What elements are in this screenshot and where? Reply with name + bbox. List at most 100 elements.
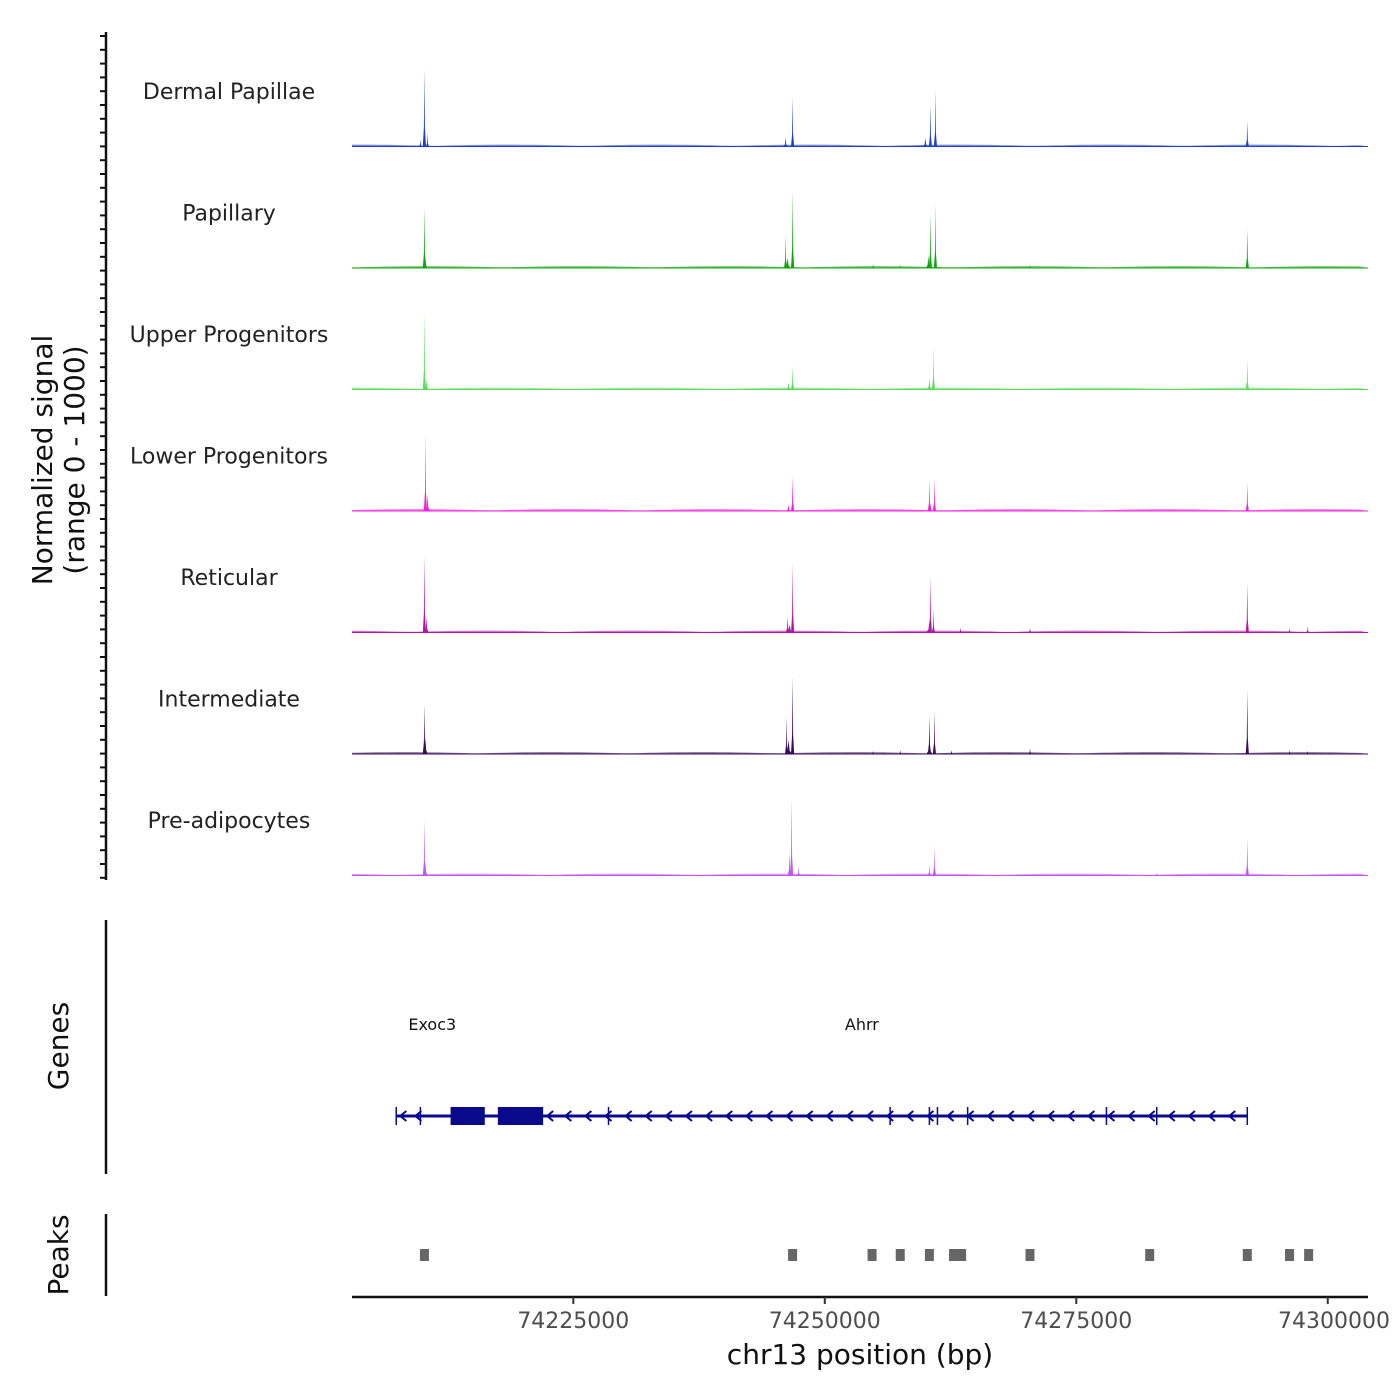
signal-peak (1245, 690, 1249, 754)
signal-peak (1245, 582, 1249, 633)
track-background-signal (352, 144, 1368, 147)
signal-peak (422, 311, 426, 390)
signal-peak (925, 255, 931, 268)
strand-arrow (785, 1110, 794, 1122)
track-label: Upper Progenitors (130, 323, 329, 348)
strand-arrow (885, 1110, 894, 1122)
signal-peak (786, 382, 792, 390)
signal-peak (791, 366, 795, 390)
track-label: Intermediate (158, 688, 300, 713)
strand-arrow (624, 1110, 633, 1122)
strand-arrow (986, 1110, 995, 1122)
signal-peak (422, 68, 426, 147)
track-label: Lower Progenitors (130, 445, 328, 470)
peak-region (419, 1249, 429, 1261)
x-tick-label: 74250000 (769, 1309, 881, 1334)
strand-arrow (845, 1110, 854, 1122)
signal-peak (1306, 626, 1310, 633)
strand-arrow (563, 1110, 572, 1122)
strand-arrow (1086, 1110, 1096, 1122)
signal-peak (784, 257, 792, 268)
peak-region (1145, 1249, 1155, 1261)
strand-arrow (945, 1110, 955, 1122)
peak-region (788, 1249, 798, 1261)
gene-label-ahrr: Ahrr (845, 1015, 879, 1034)
signal-peak (422, 819, 426, 876)
track-background-signal (352, 509, 1368, 511)
signal-peak (783, 137, 788, 147)
strand-arrow (644, 1110, 653, 1122)
strand-arrow (704, 1110, 713, 1122)
signal-peak (1245, 482, 1249, 511)
signal-peak (928, 213, 932, 268)
signal-peak (932, 478, 936, 511)
track-label: Pre-adipocytes (148, 809, 311, 834)
signal-y-axis (100, 32, 108, 880)
signal-peak (928, 576, 932, 633)
strand-arrow (684, 1110, 693, 1122)
signal-peak (425, 493, 430, 511)
peak-region (949, 1249, 959, 1261)
signal-peak (871, 750, 875, 754)
peak-region (1304, 1249, 1314, 1261)
strand-arrow (413, 1110, 423, 1122)
signal-peak (1028, 748, 1032, 754)
strand-arrow (664, 1110, 673, 1122)
track-background-signal (352, 752, 1368, 754)
signal-peak (925, 621, 933, 633)
peak-region (957, 1249, 967, 1261)
signal-peak (1287, 750, 1292, 754)
signal-peak (425, 133, 429, 147)
strand-arrow (865, 1110, 874, 1122)
track-reticular: Reticular (180, 554, 1368, 633)
signal-peak (422, 554, 426, 633)
track-label: Papillary (182, 202, 276, 227)
signal-peak (791, 676, 795, 754)
peaks-section-title: Peaks (42, 1214, 75, 1295)
gene-exon (450, 1107, 485, 1125)
peak-region (895, 1249, 905, 1261)
signal-peak (423, 736, 428, 754)
strand-arrow (966, 1110, 975, 1122)
signal-peak (422, 704, 426, 754)
track-label: Dermal Papillae (143, 80, 315, 105)
signal-peak (898, 264, 902, 268)
strand-arrow (545, 1110, 554, 1122)
track-dermal-papillae: Dermal Papillae (143, 68, 1368, 147)
strand-arrow (744, 1110, 753, 1122)
signal-peak (791, 96, 795, 147)
signal-peak (791, 190, 795, 268)
track-background-signal (352, 266, 1368, 268)
signal-peak (932, 710, 936, 754)
strand-arrow (1066, 1110, 1075, 1122)
strand-arrow (1207, 1110, 1216, 1122)
strand-arrow (764, 1110, 774, 1122)
signal-peak (922, 137, 928, 147)
y-axis-title-line2: (range 0 - 1000) (58, 345, 91, 574)
signal-peak (1155, 872, 1159, 876)
strand-arrow (1026, 1110, 1035, 1122)
signal-peak (784, 235, 788, 268)
track-background-signal (352, 387, 1368, 390)
signal-peak (1306, 750, 1310, 754)
signal-peak (418, 139, 422, 147)
signal-peak (790, 797, 794, 876)
signal-peak (927, 864, 931, 876)
strand-arrow (583, 1110, 593, 1122)
signal-peak (424, 379, 429, 390)
genes-panel: Exoc3 Ahrr (104, 920, 1249, 1174)
signal-peak (931, 345, 935, 390)
signal-peak (1245, 359, 1249, 390)
strand-arrow (805, 1110, 814, 1122)
strand-arrow (724, 1110, 733, 1122)
signal-peak (932, 845, 936, 876)
signal-peak (785, 740, 793, 754)
signal-peak (931, 609, 935, 633)
track-lower-progenitors: Lower Progenitors (130, 433, 1368, 512)
signal-peak (423, 257, 428, 268)
strand-arrow (1127, 1110, 1136, 1122)
signal-peak (786, 504, 792, 511)
signal-peak (424, 616, 429, 633)
strand-arrow (1106, 1110, 1116, 1122)
signal-peak (785, 616, 790, 633)
